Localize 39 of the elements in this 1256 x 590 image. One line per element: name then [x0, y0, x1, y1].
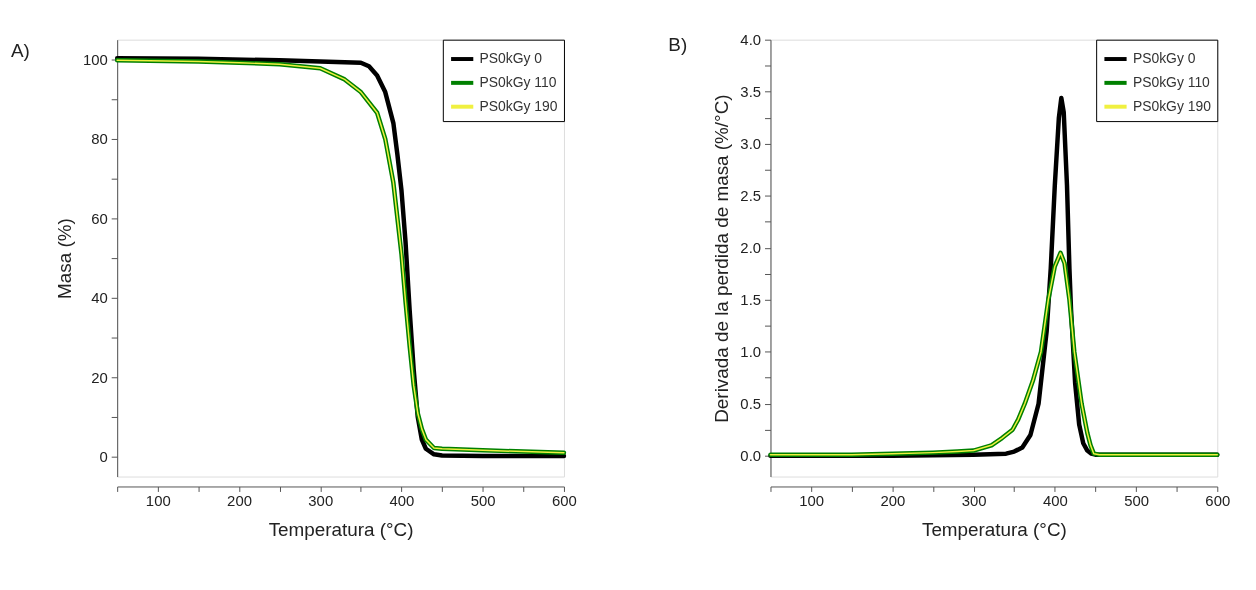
- x-tick-label: 100: [145, 492, 171, 509]
- legend-label: PS0kGy 0: [479, 50, 543, 67]
- legend-label: PS0kGy 110: [1132, 73, 1211, 90]
- y-tick-label: 1.5: [740, 292, 762, 309]
- y-axis-title: Derivada de la perdida de masa (%/°C): [711, 94, 733, 423]
- y-tick-label: 20: [91, 369, 108, 386]
- x-tick-label: 600: [552, 492, 577, 509]
- y-tick-label: 2.5: [740, 188, 762, 205]
- x-axis-title: Temperatura (°C): [268, 518, 414, 540]
- legend-label: PS0kGy 190: [1132, 97, 1212, 114]
- x-tick-label: 300: [308, 492, 334, 509]
- y-tick-label: 1.0: [740, 344, 762, 361]
- chart-title: A): [10, 40, 30, 62]
- y-tick-label: 0.0: [740, 448, 762, 465]
- y-tick-label: 3.0: [740, 136, 762, 153]
- x-tick-label: 600: [1205, 492, 1231, 509]
- y-tick-label: 2.0: [740, 240, 762, 257]
- y-tick-label: 4.0: [740, 32, 762, 49]
- y-tick-label: 3.5: [740, 84, 762, 101]
- y-tick-label: 100: [82, 51, 108, 68]
- x-tick-label: 200: [880, 492, 906, 509]
- y-tick-label: 0.5: [740, 396, 762, 413]
- legend-label: PS0kGy 110: [479, 73, 557, 90]
- x-tick-label: 500: [470, 492, 496, 509]
- x-tick-label: 200: [227, 492, 252, 509]
- y-tick-label: 0: [99, 449, 108, 466]
- y-axis-title: Masa (%): [53, 218, 75, 299]
- x-tick-label: 400: [1042, 492, 1068, 509]
- y-tick-label: 40: [91, 290, 108, 307]
- y-tick-label: 80: [91, 131, 108, 148]
- y-tick-label: 60: [91, 210, 108, 227]
- x-axis-title: Temperatura (°C): [921, 518, 1067, 540]
- chart-title: B): [668, 33, 688, 55]
- x-tick-label: 300: [961, 492, 987, 509]
- legend-label: PS0kGy 0: [1132, 50, 1196, 67]
- legend-label: PS0kGy 190: [479, 97, 558, 114]
- x-tick-label: 400: [389, 492, 415, 509]
- x-tick-label: 500: [1124, 492, 1149, 509]
- x-tick-label: 100: [799, 492, 825, 509]
